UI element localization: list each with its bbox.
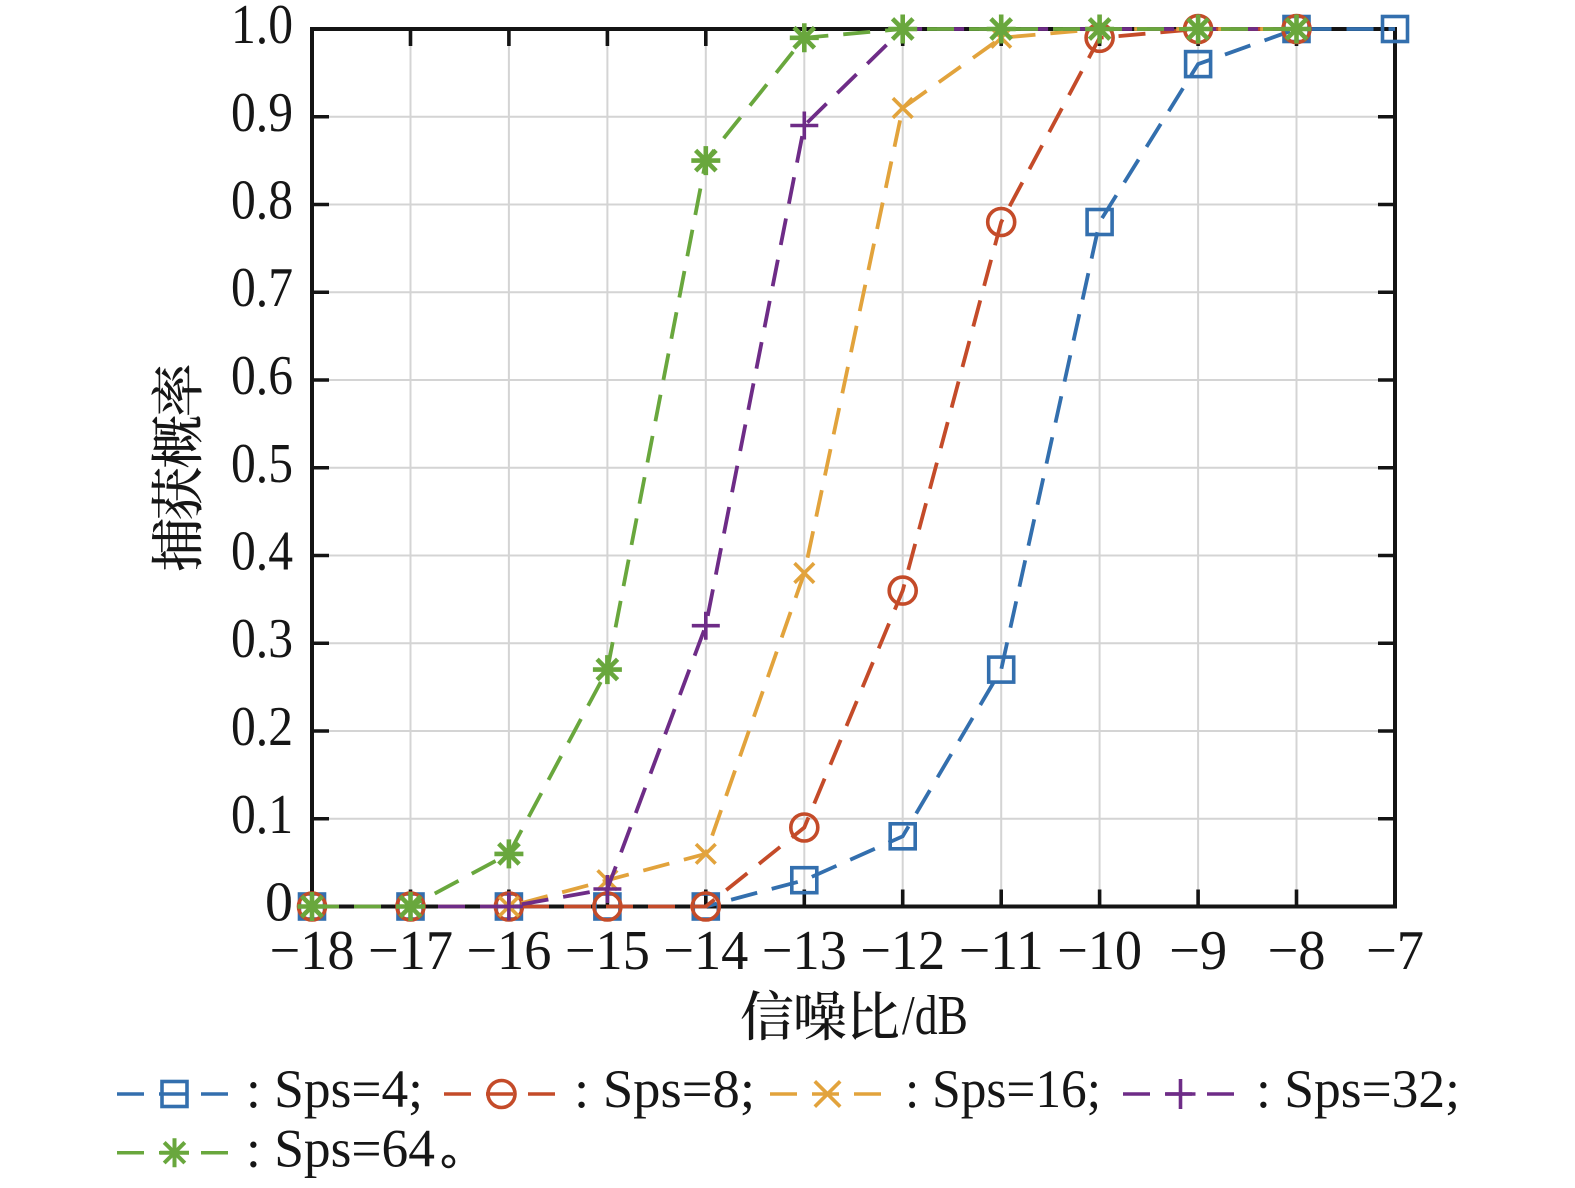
svg-text:1.0: 1.0 [231, 0, 293, 56]
svg-text:−15: −15 [565, 920, 650, 982]
svg-text:0.8: 0.8 [231, 170, 293, 232]
svg-text:−17: −17 [368, 920, 453, 982]
svg-text:0.2: 0.2 [231, 696, 293, 758]
svg-text:0.9: 0.9 [231, 82, 293, 144]
svg-text:: Sps=16;: : Sps=16; [905, 1059, 1101, 1119]
svg-text:−13: −13 [762, 920, 847, 982]
svg-text:0.1: 0.1 [231, 784, 293, 846]
svg-text:: Sps=4;: : Sps=4; [246, 1059, 423, 1119]
svg-text:−8: −8 [1268, 920, 1326, 982]
svg-text:−18: −18 [270, 920, 355, 982]
svg-text:: Sps=8;: : Sps=8; [574, 1059, 755, 1119]
svg-text:: Sps=32;: : Sps=32; [1256, 1059, 1460, 1119]
svg-text:−9: −9 [1169, 920, 1227, 982]
svg-text:−7: −7 [1366, 920, 1424, 982]
svg-text:: Sps=64: : Sps=64 [246, 1119, 435, 1179]
svg-text:0.5: 0.5 [231, 433, 293, 495]
svg-text:0.6: 0.6 [231, 345, 293, 407]
svg-text:−12: −12 [860, 920, 945, 982]
svg-text:−16: −16 [466, 920, 551, 982]
svg-text:0.3: 0.3 [231, 608, 293, 670]
svg-text:−10: −10 [1057, 920, 1142, 982]
svg-text:0: 0 [265, 872, 293, 934]
svg-text:0.4: 0.4 [231, 521, 293, 583]
svg-text:−14: −14 [663, 920, 748, 982]
svg-text:/dB: /dB [902, 985, 968, 1047]
svg-text:−11: −11 [959, 920, 1044, 982]
svg-text:0.7: 0.7 [231, 257, 293, 319]
